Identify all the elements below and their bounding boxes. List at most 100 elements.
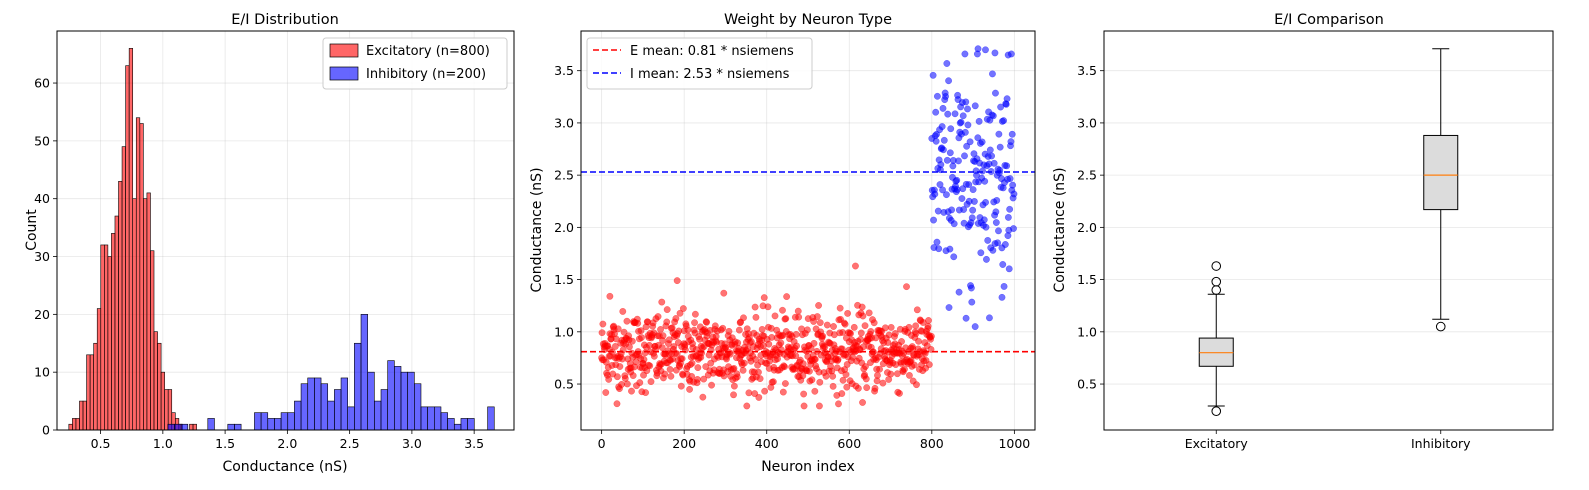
histogram-bar-excitatory: [192, 423, 197, 431]
scatter-point-excitatory: [659, 332, 667, 340]
scatter-y-tick-label: 1.0: [554, 324, 574, 339]
scatter-point-inhibitory: [929, 71, 937, 79]
scatter-point-excitatory: [765, 340, 773, 348]
scatter-point-excitatory: [761, 387, 769, 395]
scatter-point-excitatory: [903, 283, 910, 291]
scatter-point-excitatory: [672, 315, 680, 322]
scatter-point-excitatory: [779, 306, 786, 314]
scatter-point-excitatory: [740, 359, 748, 367]
scatter-x-tick-label: 400: [755, 436, 779, 451]
scatter-point-excitatory: [799, 372, 807, 380]
scatter-point-excitatory: [623, 317, 631, 325]
histogram-bar-excitatory: [189, 423, 194, 431]
scatter-point-excitatory: [852, 262, 859, 270]
scatter-point-inhibitory: [962, 314, 970, 322]
scatter-point-excitatory: [679, 305, 687, 312]
scatter-point-excitatory: [865, 309, 873, 317]
scatter-point-inhibitory: [1000, 283, 1008, 290]
scatter-point-excitatory: [771, 312, 779, 320]
scatter-point-excitatory: [781, 380, 789, 387]
scatter-point-excitatory: [634, 319, 642, 327]
scatter-point-excitatory: [694, 364, 702, 372]
boxplot-y-tick-label: 1.5: [1077, 272, 1097, 287]
scatter-point-inhibitory: [953, 176, 961, 184]
scatter-point-inhibitory: [937, 161, 945, 168]
scatter-point-excitatory: [663, 318, 671, 326]
boxplot-grid: [1104, 70, 1553, 385]
histogram-bar-excitatory: [139, 123, 144, 431]
scatter-point-excitatory: [811, 355, 819, 363]
scatter-point-excitatory: [666, 366, 674, 373]
scatter-point-excitatory: [663, 306, 671, 313]
histogram-bar-inhibitory: [414, 383, 422, 431]
scatter-point-excitatory: [769, 378, 777, 386]
scatter-point-inhibitory: [984, 237, 992, 244]
scatter-point-excitatory: [734, 339, 742, 347]
legend-swatch-inhibitory: [329, 66, 359, 81]
scatter-point-excitatory: [677, 382, 685, 390]
scatter-point-excitatory: [647, 378, 655, 385]
histogram-bar-inhibitory: [307, 377, 315, 431]
histogram-y-axis-label: Count: [24, 209, 40, 251]
scatter-x-tick-label: 200: [672, 436, 696, 451]
histogram-bar-excitatory: [100, 244, 105, 431]
histogram-legend: Excitatory (n=800) Inhibitory (n=200): [322, 37, 508, 90]
scatter-point-inhibitory: [995, 227, 1002, 235]
scatter-x-tick-label: 600: [837, 436, 861, 451]
histogram-bar-excitatory: [160, 371, 165, 431]
scatter-y-tick-label: 0.5: [554, 377, 574, 392]
scatter-point-inhibitory: [944, 110, 952, 118]
scatter-point-inhibitory: [966, 138, 974, 146]
boxplot-frame: [1103, 30, 1554, 431]
histogram-bar-inhibitory: [207, 418, 215, 431]
scatter-point-inhibitory: [982, 198, 989, 206]
histogram-ticks: 0.5 1.0 1.5 2.0 2.5 3.0 3.5 0 10 20 30 40 50 60: [34, 76, 484, 451]
scatter-point-excitatory: [719, 324, 727, 332]
histogram-x-tick-label: 3.5: [464, 436, 484, 451]
histogram-bar-excitatory: [118, 181, 123, 431]
histogram-y-tick-label: 0: [42, 423, 50, 438]
scatter-point-inhibitory: [979, 167, 986, 175]
histogram-bar-excitatory: [146, 192, 151, 431]
histogram-bar-inhibitory: [374, 400, 382, 431]
scatter-point-inhibitory: [994, 239, 1002, 247]
histogram-y-tick-label: 40: [34, 191, 50, 206]
scatter-point-excitatory: [822, 372, 830, 380]
histogram-bar-excitatory: [111, 233, 116, 431]
scatter-point-excitatory: [670, 343, 678, 350]
scatter-point-inhibitory: [993, 197, 1001, 204]
scatter-y-tick-label: 2.5: [554, 168, 574, 183]
scatter-point-excitatory: [605, 375, 613, 383]
scatter-point-inhibitory: [938, 123, 946, 130]
scatter-point-excitatory: [658, 298, 666, 306]
scatter-point-excitatory: [755, 368, 762, 376]
scatter-point-inhibitory: [955, 288, 963, 296]
scatter-point-excitatory: [632, 358, 640, 366]
scatter-point-inhibitory: [982, 46, 989, 54]
scatter-point-inhibitory: [983, 255, 990, 263]
histogram-bar-excitatory: [157, 342, 162, 431]
scatter-point-excitatory: [912, 322, 920, 330]
scatter-point-excitatory: [876, 365, 883, 373]
scatter-point-inhibitory: [961, 152, 968, 160]
scatter-point-excitatory: [867, 328, 875, 335]
histogram-bar-excitatory: [121, 146, 126, 431]
histogram-y-tick-label: 50: [34, 133, 50, 148]
histogram-x-tick-label: 1.0: [153, 436, 173, 451]
scatter-point-excitatory: [720, 289, 728, 297]
scatter-point-excitatory: [838, 390, 846, 397]
histogram-bar-excitatory: [75, 418, 80, 431]
scatter-point-excitatory: [800, 390, 808, 398]
scatter-point-excitatory: [752, 356, 759, 363]
scatter-point-excitatory: [859, 312, 867, 320]
scatter-point-inhibitory: [1005, 265, 1013, 273]
scatter-point-excitatory: [859, 399, 866, 406]
scatter-point-inhibitory: [968, 214, 976, 222]
scatter-point-inhibitory: [958, 195, 966, 202]
histogram-bar-excitatory: [132, 198, 137, 431]
scatter-point-inhibitory: [945, 77, 952, 85]
histogram-bar-excitatory: [135, 117, 141, 431]
scatter-point-excitatory: [792, 352, 800, 360]
scatter-point-excitatory: [735, 326, 743, 334]
